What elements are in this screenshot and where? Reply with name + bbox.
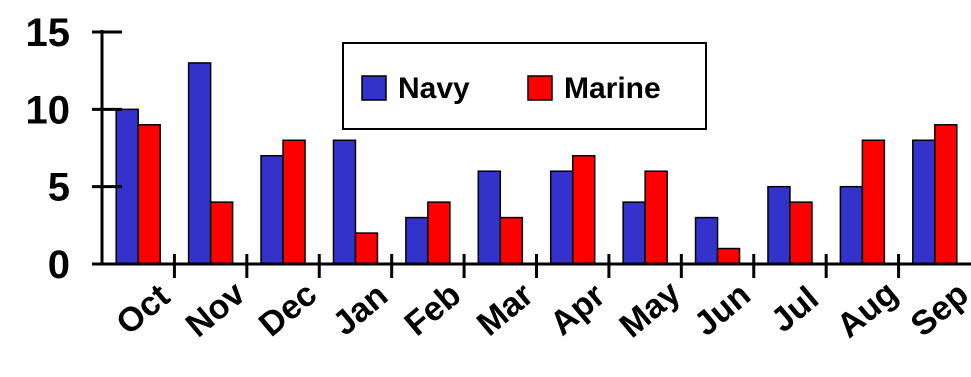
x-tick-label-sep: Sep — [904, 275, 971, 344]
y-tick-label-10: 10 — [26, 88, 71, 132]
bar-marine-may — [644, 170, 668, 265]
x-tick-label-nov: Nov — [179, 274, 253, 344]
bar-marine-jul — [789, 201, 813, 265]
x-tick-label-apr: Apr — [543, 276, 612, 343]
bar-navy-dec — [260, 154, 284, 265]
bar-marine-nov — [209, 201, 234, 265]
bar-marine-feb — [427, 201, 451, 265]
x-tick-label-dec: Dec — [252, 275, 324, 344]
bar-marine-oct — [137, 124, 161, 265]
bar-marine-sep — [934, 124, 958, 265]
x-tick-label-may: May — [613, 274, 688, 346]
x-tick-label-feb: Feb — [397, 276, 468, 344]
bar-navy-mar — [477, 170, 502, 265]
legend-label-marine: Marine — [564, 72, 661, 105]
x-tick-label-jul: Jul — [764, 279, 826, 340]
bar-navy-jul — [767, 185, 791, 265]
bar-navy-jun — [694, 216, 719, 265]
y-tick-label-15: 15 — [26, 11, 71, 55]
bar-navy-jan — [332, 139, 357, 265]
legend-swatch-navy — [361, 75, 387, 101]
x-tick-label-mar: Mar — [470, 276, 541, 344]
bar-marine-dec — [282, 139, 306, 265]
x-tick-label-jan: Jan — [326, 276, 395, 343]
bar-navy-apr — [549, 170, 574, 265]
bar-marine-jun — [716, 247, 741, 265]
bar-navy-aug — [839, 185, 864, 265]
bar-navy-may — [622, 201, 646, 265]
bar-marine-aug — [861, 139, 886, 265]
legend-box — [342, 42, 707, 130]
bar-navy-feb — [405, 216, 429, 265]
y-tick-label-0: 0 — [48, 243, 70, 287]
y-tick-label-5: 5 — [48, 166, 70, 210]
bar-navy-sep — [912, 139, 936, 265]
x-tick-label-aug: Aug — [830, 274, 905, 346]
bar-marine-jan — [354, 232, 379, 265]
bar-marine-apr — [571, 154, 596, 265]
bar-navy-nov — [187, 62, 212, 265]
x-tick-label-jun: Jun — [687, 276, 758, 344]
legend-label-navy: Navy — [398, 72, 470, 105]
x-tick-label-oct: Oct — [109, 277, 177, 343]
legend: Navy Marine — [342, 42, 707, 130]
legend-swatch-marine — [527, 75, 553, 101]
bar-marine-mar — [499, 216, 524, 265]
